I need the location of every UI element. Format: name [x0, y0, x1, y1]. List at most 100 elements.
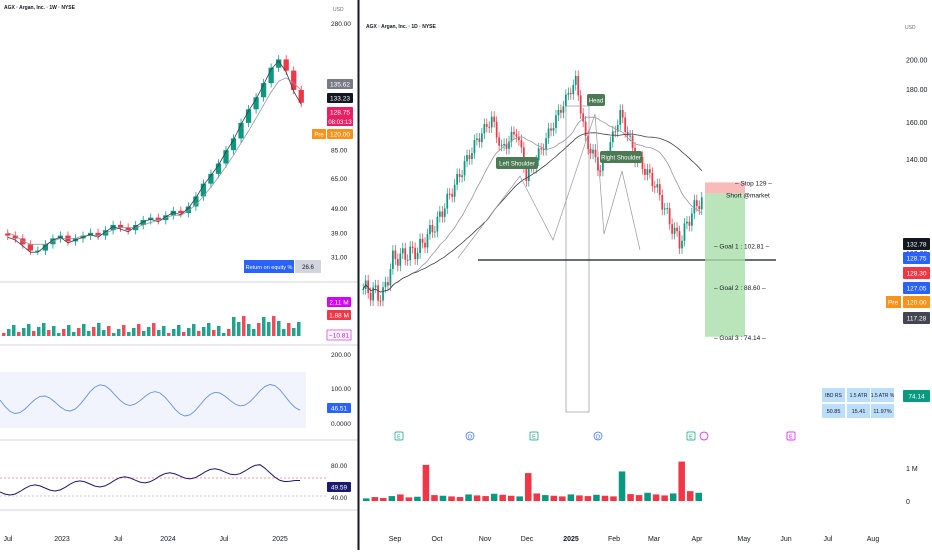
earnings-bolt-marker[interactable] — [699, 431, 709, 441]
left-price-badge-bg — [327, 79, 353, 89]
daily-volume-bar — [507, 495, 515, 501]
event-marker: E — [532, 435, 536, 441]
daily-volume-bar — [559, 496, 566, 501]
weekly-candle — [5, 233, 11, 236]
daily-candle — [493, 116, 496, 122]
weekly-volume-bar — [257, 323, 261, 336]
daily-volume-bar — [669, 493, 677, 501]
daily-volume-bar — [601, 495, 609, 501]
weekly-candle — [260, 83, 267, 98]
left-chart-title: AGX · Argan, Inc. · 1W · NYSE — [4, 5, 75, 11]
weekly-candle — [223, 150, 229, 164]
head-range-box — [565, 105, 590, 413]
right-time-axis-label: Dec — [521, 536, 534, 543]
weekly-candle — [140, 220, 146, 225]
daily-volume-bar — [363, 498, 370, 501]
daily-candle — [498, 137, 501, 146]
event-marker-bg[interactable] — [529, 431, 539, 441]
daily-candle — [582, 113, 585, 122]
daily-candle — [695, 200, 698, 207]
weekly-candle — [276, 59, 282, 68]
daily-candle — [651, 172, 654, 187]
daily-candle — [589, 148, 592, 154]
daily-volume-bar — [661, 495, 668, 501]
right-price-tick-label: 200.00 — [906, 58, 928, 65]
daily-candle — [656, 184, 659, 188]
weekly-candle — [118, 224, 124, 228]
pattern-label-bg — [496, 157, 538, 169]
stop-loss-zone — [705, 182, 745, 194]
daily-volume-bar — [482, 496, 489, 501]
weekly-volume-bar — [122, 325, 126, 336]
event-marker-bg[interactable] — [465, 431, 475, 441]
daily-candle — [683, 223, 686, 241]
daily-candle — [542, 149, 545, 151]
daily-volume-bar — [593, 494, 600, 501]
daily-candle — [434, 231, 436, 233]
stats-value-0: 50.85 — [827, 409, 841, 415]
daily-moving-average-20 — [362, 116, 702, 293]
daily-candle — [476, 138, 478, 141]
daily-candle — [441, 211, 444, 217]
weekly-volume-bar — [17, 332, 21, 336]
roe-label-bg — [244, 260, 294, 273]
weekly-volume-bar — [7, 329, 11, 336]
left-price-badge: 120.00 — [330, 132, 350, 139]
daily-candle — [644, 168, 646, 175]
weekly-volume-bar — [157, 330, 161, 336]
daily-candle — [483, 124, 486, 134]
daily-moving-average-50 — [362, 132, 703, 293]
daily-volume-bar — [542, 495, 549, 501]
weekly-candle — [268, 67, 274, 84]
daily-candle — [443, 208, 446, 217]
right-price-badge: 74.14 — [908, 394, 925, 401]
right-price-badge-bg — [903, 312, 930, 324]
event-marker-bg[interactable] — [394, 431, 404, 441]
pattern-label-bg — [600, 151, 642, 163]
daily-candle — [424, 242, 426, 248]
daily-candle — [411, 246, 414, 248]
right-price-badge: 128.75 — [907, 256, 927, 263]
daily-candle — [515, 134, 518, 137]
weekly-volume-bar — [187, 328, 191, 336]
daily-candle — [458, 173, 461, 177]
daily-candle — [653, 186, 656, 188]
relative-strength-line — [0, 464, 300, 496]
weekly-volume-bar — [247, 324, 251, 336]
daily-volume-bar — [686, 491, 694, 501]
daily-candle — [495, 121, 498, 138]
daily-candle — [377, 285, 379, 301]
daily-candle — [572, 84, 575, 95]
daily-candle — [594, 149, 597, 158]
daily-candle — [448, 193, 451, 195]
left-countdown-label: 08:03:13 — [328, 120, 352, 126]
right-time-axis-label: May — [737, 536, 751, 543]
daily-candle — [646, 169, 649, 175]
left-shoulder-label: Left Shoulder — [499, 162, 535, 168]
goal-level-label: – Goal 2 : 88.60 – — [714, 285, 766, 292]
event-marker-bg[interactable] — [686, 431, 696, 441]
daily-candle — [414, 247, 416, 260]
daily-candle — [401, 248, 404, 254]
daily-candle — [597, 157, 599, 171]
left-countdown-bg — [327, 117, 353, 126]
daily-candle — [537, 148, 540, 161]
right-chart-title: AGX · Argan, Inc. · 1D · NYSE — [366, 24, 436, 30]
weekly-volume-bar — [172, 329, 176, 336]
event-marker-bg[interactable] — [593, 431, 603, 441]
event-marker: E — [789, 435, 793, 441]
daily-candle — [658, 184, 661, 196]
daily-volume-bar — [635, 495, 643, 501]
daily-candle — [389, 268, 392, 286]
daily-candle — [619, 109, 622, 125]
daily-candle — [661, 195, 664, 210]
stats-value-cell — [847, 404, 870, 418]
daily-candle — [463, 161, 466, 176]
event-marker-bg[interactable] — [786, 431, 796, 441]
rsi-value-badge-bg — [327, 403, 351, 413]
daily-volume-bar — [371, 497, 379, 501]
daily-candle — [550, 128, 552, 131]
daily-candle — [503, 143, 505, 146]
